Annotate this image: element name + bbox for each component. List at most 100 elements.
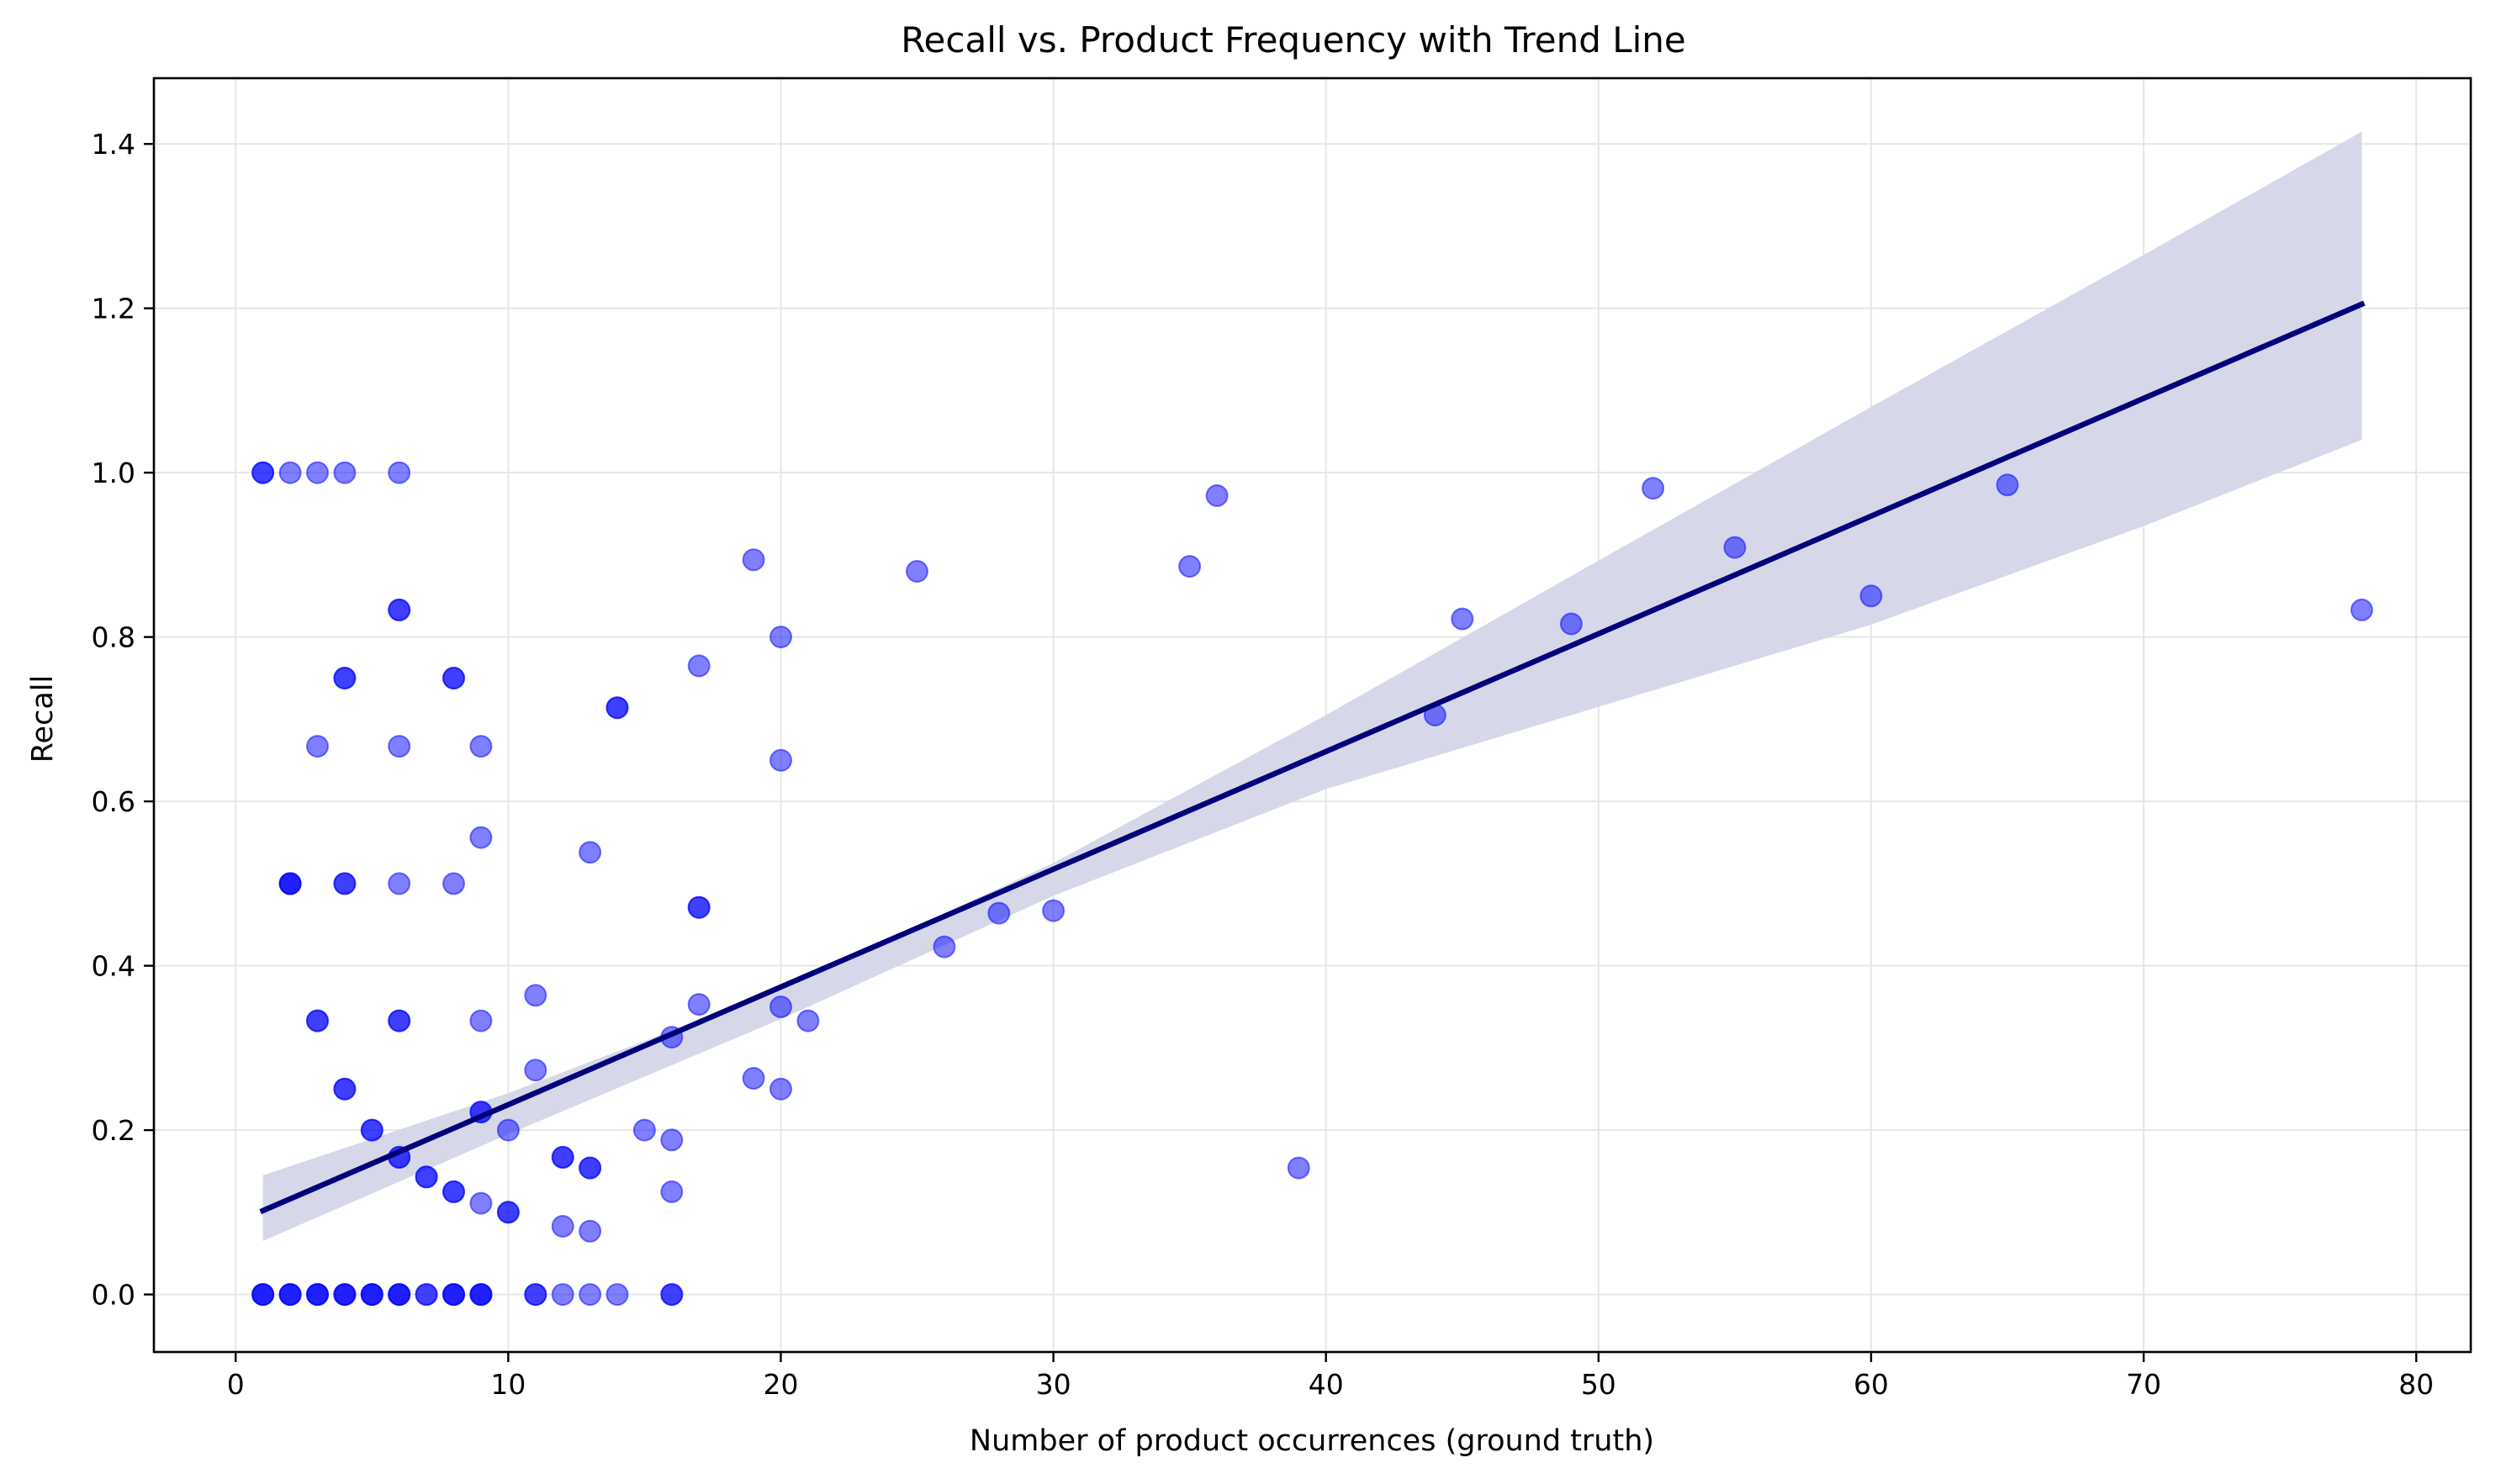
- scatter-point: [469, 735, 493, 758]
- plot-frame: [152, 77, 2472, 1354]
- scatter-point: [388, 1283, 411, 1307]
- scatter-point: [496, 1118, 520, 1142]
- trend-line: [259, 300, 2366, 1215]
- confidence-band: [262, 131, 2362, 1241]
- scatter-point: [251, 461, 275, 484]
- scatter-point: [2350, 598, 2373, 621]
- y-tick-label: 1.2: [92, 293, 135, 325]
- x-tick-label: 50: [1581, 1368, 1616, 1401]
- scatter-point: [769, 748, 792, 772]
- scatter-point: [1451, 607, 1474, 631]
- scatter-point: [1178, 555, 1202, 578]
- scatter-point: [496, 1201, 520, 1224]
- y-tick-label: 0.2: [92, 1114, 135, 1147]
- scatter-point: [469, 826, 493, 849]
- scatter-point: [687, 993, 711, 1017]
- scatter-point: [524, 984, 547, 1007]
- scatter-point: [769, 1077, 792, 1101]
- y-axis-label: Recall: [26, 675, 60, 763]
- scatter-point: [1723, 536, 1747, 559]
- scatter-point: [1042, 899, 1066, 922]
- x-tick-label: 20: [763, 1368, 798, 1401]
- scatter-point: [442, 872, 465, 895]
- scatter-point: [551, 1145, 574, 1169]
- scatter-point: [333, 667, 357, 689]
- scatter-point: [278, 461, 302, 484]
- x-tick-label: 70: [2126, 1368, 2161, 1401]
- scatter-point: [769, 626, 792, 649]
- scatter-point: [333, 1283, 357, 1307]
- x-tick-label: 30: [1036, 1368, 1071, 1401]
- scatter-point: [388, 872, 411, 895]
- x-tick-label: 80: [2398, 1368, 2434, 1401]
- scatter-point: [306, 1283, 329, 1307]
- scatter-point: [388, 598, 411, 621]
- y-tick-label: 0.4: [92, 950, 135, 983]
- scatter-point: [742, 1067, 765, 1090]
- scatter-point: [333, 461, 357, 484]
- scatter-point: [333, 1077, 357, 1101]
- scatter-point: [796, 1009, 820, 1032]
- scatter-point: [579, 1219, 602, 1243]
- axis-ticks: 0 10 20 30 40 50 60 70 80 0.0 0.2 0.4 0.6 0.8 1.0 1.2 1.…: [92, 128, 2435, 1401]
- scatter-point: [415, 1165, 438, 1189]
- scatter-point: [442, 1283, 465, 1307]
- scatter-point: [306, 461, 329, 484]
- scatter-point: [251, 1283, 275, 1307]
- scatter-point: [605, 696, 629, 720]
- trend-line-layer: [259, 300, 2366, 1215]
- y-tick-label: 1.4: [92, 128, 135, 161]
- scatter-point: [987, 901, 1011, 925]
- scatter-point: [660, 1128, 684, 1152]
- scatter-point: [632, 1118, 656, 1142]
- x-axis-label: Number of product occurrences (ground tr…: [970, 1424, 1654, 1458]
- scatter-point: [333, 872, 357, 895]
- scatter-point: [687, 895, 711, 919]
- scatter-point: [551, 1215, 574, 1238]
- scatter-point: [388, 735, 411, 758]
- scatter-point: [306, 1009, 329, 1032]
- scatter-point: [415, 1283, 438, 1307]
- x-tick-label: 40: [1309, 1368, 1344, 1401]
- scatter-point: [442, 1180, 465, 1203]
- scatter-point: [933, 935, 956, 959]
- scatter-point: [388, 1009, 411, 1032]
- scatter-point: [687, 654, 711, 678]
- scatter-point: [769, 995, 792, 1018]
- scatter-point: [442, 667, 465, 689]
- y-tick-label: 0.6: [92, 785, 135, 818]
- scatter-point: [278, 1283, 302, 1307]
- scatter-point: [1642, 477, 1665, 500]
- scatter-point: [1205, 484, 1229, 507]
- x-tick-label: 0: [227, 1368, 245, 1401]
- scatter-point: [906, 560, 928, 583]
- scatter-point: [469, 1009, 493, 1032]
- scatter-point: [1996, 473, 2019, 497]
- scatter-point: [360, 1118, 383, 1142]
- scatter-point: [278, 872, 302, 895]
- x-tick-label: 60: [1853, 1368, 1889, 1401]
- scatter-point: [388, 461, 411, 484]
- scatter-point: [1287, 1156, 1310, 1180]
- scatter-point: [605, 1283, 629, 1307]
- confidence-band-layer: [262, 131, 2362, 1241]
- scatter-point: [524, 1059, 547, 1082]
- y-tick-label: 0.8: [92, 621, 135, 654]
- x-tick-label: 10: [490, 1368, 526, 1401]
- scatter-point: [1859, 584, 1883, 608]
- scatter-point: [524, 1283, 547, 1307]
- scatter-point: [742, 548, 765, 572]
- scatter-point: [469, 1191, 493, 1215]
- scatter-point: [360, 1283, 383, 1307]
- y-tick-label: 0.0: [92, 1279, 135, 1312]
- grid-lines: [154, 78, 2471, 1352]
- y-tick-label: 1.0: [92, 457, 135, 489]
- scatter-point: [579, 841, 602, 864]
- chart-title: Recall vs. Product Frequency with Trend …: [901, 19, 1686, 61]
- scatter-point: [469, 1283, 493, 1307]
- scatter-point: [306, 735, 329, 758]
- scatter-point: [579, 1156, 602, 1180]
- scatter-point: [1559, 612, 1583, 636]
